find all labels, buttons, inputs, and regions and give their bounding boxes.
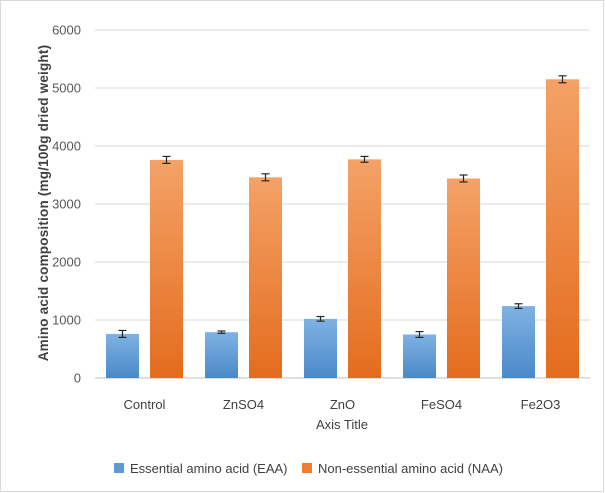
y-tick-label: 2000 bbox=[52, 255, 81, 270]
bar-eaa-zno bbox=[304, 318, 337, 378]
x-tick-label: ZnSO4 bbox=[223, 397, 264, 412]
bar-naa-znso4 bbox=[249, 177, 282, 378]
y-tick-labels: 0 1000 2000 3000 4000 5000 6000 bbox=[52, 23, 81, 386]
error-bar bbox=[514, 303, 523, 309]
bar-eaa-control bbox=[106, 333, 139, 378]
error-bar bbox=[217, 330, 226, 334]
y-tick-label: 1000 bbox=[52, 313, 81, 328]
y-tick-label: 5000 bbox=[52, 81, 81, 96]
x-tick-label: ZnO bbox=[330, 397, 355, 412]
bar-naa-fe2o3 bbox=[546, 79, 579, 379]
error-bars bbox=[118, 75, 567, 338]
error-bar bbox=[360, 155, 369, 163]
error-bar bbox=[459, 174, 468, 183]
error-bar bbox=[118, 329, 127, 338]
error-bar bbox=[558, 75, 567, 84]
y-tick-label: 0 bbox=[74, 371, 81, 386]
bars bbox=[106, 79, 579, 379]
legend-label: Essential amino acid (EAA) bbox=[130, 461, 288, 476]
error-bar bbox=[261, 173, 270, 182]
legend-swatch bbox=[302, 463, 312, 473]
error-bar bbox=[316, 315, 325, 322]
legend-swatch bbox=[114, 463, 124, 473]
bar-naa-zno bbox=[348, 159, 381, 378]
y-tick-label: 4000 bbox=[52, 139, 81, 154]
error-bar bbox=[415, 331, 424, 338]
bar-naa-control bbox=[150, 159, 183, 378]
error-bar bbox=[162, 155, 171, 164]
bar-eaa-fe2o3 bbox=[502, 306, 535, 378]
legend-item: Non-essential amino acid (NAA) bbox=[302, 461, 503, 476]
x-tick-labels: Control ZnSO4 ZnO FeSO4 Fe2O3 bbox=[124, 397, 561, 412]
x-tick-label: FeSO4 bbox=[421, 397, 462, 412]
x-axis-title: Axis Title bbox=[316, 417, 368, 432]
y-tick-label: 6000 bbox=[52, 23, 81, 38]
legend-item: Essential amino acid (EAA) bbox=[114, 461, 288, 476]
y-tick-label: 3000 bbox=[52, 197, 81, 212]
bar-naa-feso4 bbox=[447, 178, 480, 378]
legend-label: Non-essential amino acid (NAA) bbox=[318, 461, 503, 476]
y-axis-title: Amino acid composition (mg/100g dried we… bbox=[36, 45, 51, 362]
x-tick-label: Fe2O3 bbox=[521, 397, 561, 412]
bar-eaa-feso4 bbox=[403, 334, 436, 378]
bar-eaa-znso4 bbox=[205, 332, 238, 378]
x-tick-label: Control bbox=[124, 397, 166, 412]
legend: Essential amino acid (EAA) Non-essential … bbox=[114, 461, 503, 476]
